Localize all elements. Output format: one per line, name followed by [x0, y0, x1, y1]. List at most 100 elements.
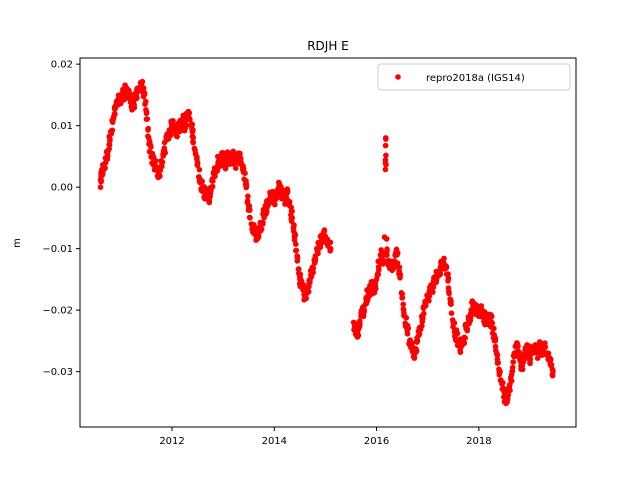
- data-point-fill: [510, 359, 516, 365]
- data-point: [187, 116, 193, 123]
- data-point: [210, 178, 216, 184]
- data-point-fill: [527, 356, 533, 363]
- data-point-fill: [261, 214, 267, 221]
- data-point-fill: [188, 121, 195, 127]
- data-point-fill: [183, 122, 189, 129]
- data-point-fill: [396, 264, 403, 271]
- data-point-fill: [141, 91, 148, 97]
- data-point-fill: [131, 105, 138, 111]
- data-point-fill: [194, 154, 200, 160]
- x-tick-label: 2016: [364, 436, 389, 447]
- data-point-fill: [190, 138, 196, 145]
- data-point-fill: [421, 310, 427, 317]
- data-point-fill: [317, 244, 324, 250]
- data-point-fill: [507, 381, 513, 388]
- data-point-fill: [461, 334, 468, 341]
- data-point-fill: [230, 152, 237, 158]
- data-point-fill: [514, 341, 521, 348]
- data-point: [550, 368, 556, 375]
- data-point-fill: [382, 157, 389, 163]
- data-point-fill: [464, 326, 471, 332]
- y-axis: −0.03 −0.02 −0.01 0.00 0.01 0.02: [42, 60, 80, 378]
- data-point: [327, 245, 334, 252]
- data-point-fill: [419, 323, 425, 329]
- data-point-fill: [383, 152, 389, 159]
- data-point-fill: [445, 275, 452, 282]
- data-point-fill: [404, 331, 411, 337]
- y-tick-label: −0.03: [42, 367, 73, 378]
- data-point-fill: [196, 166, 203, 173]
- data-point-fill: [489, 320, 496, 327]
- data-point-fill: [411, 355, 418, 361]
- data-point-fill: [383, 161, 389, 168]
- data-point-fill: [416, 331, 423, 337]
- data-point-fill: [454, 330, 461, 337]
- data-point-fill: [293, 247, 299, 254]
- data-point-fill: [548, 356, 554, 363]
- data-point-fill: [233, 165, 239, 171]
- data-point-fill: [245, 193, 251, 199]
- data-point-fill: [448, 310, 455, 317]
- data-point-fill: [284, 188, 291, 195]
- data-point-fill: [394, 250, 401, 256]
- data-point-fill: [143, 109, 150, 115]
- data-point-fill: [497, 368, 503, 375]
- data-point-fill: [327, 239, 334, 246]
- data-point-fill: [157, 173, 163, 179]
- data-point-fill: [382, 142, 389, 149]
- data-point-fill: [258, 226, 265, 232]
- data-point-fill: [430, 289, 436, 295]
- data-point-fill: [303, 295, 310, 302]
- data-point-fill: [403, 315, 410, 321]
- data-point-fill: [443, 264, 450, 271]
- data-point-fill: [492, 343, 499, 350]
- x-tick-label: 2018: [466, 436, 491, 447]
- data-point-fill: [106, 141, 112, 148]
- data-point-fill: [170, 118, 176, 124]
- data-points: [97, 78, 556, 407]
- data-point-fill: [264, 208, 270, 215]
- data-point-fill: [111, 114, 117, 120]
- data-point: [414, 338, 421, 344]
- data-point-fill: [426, 293, 433, 300]
- data-point-fill: [400, 307, 407, 313]
- data-point-fill: [399, 294, 406, 301]
- legend: repro2018a (IGS14): [377, 63, 571, 91]
- data-point-fill: [174, 133, 180, 140]
- data-point-fill: [441, 255, 447, 262]
- data-point-fill: [98, 177, 104, 184]
- data-point-fill: [295, 266, 302, 273]
- data-point-fill: [290, 225, 297, 231]
- data-point-fill: [207, 187, 214, 193]
- data-point-fill: [251, 222, 257, 228]
- data-point-fill: [494, 356, 501, 363]
- data-point-fill: [494, 351, 500, 358]
- data-point-fill: [118, 100, 124, 107]
- data-point-fill: [242, 170, 248, 176]
- data-point-fill: [430, 284, 437, 291]
- plot-frame: [79, 57, 577, 428]
- data-point-fill: [478, 303, 485, 309]
- data-point-fill: [272, 201, 278, 208]
- data-point-fill: [108, 127, 115, 134]
- data-point-fill: [305, 288, 312, 295]
- data-point: [542, 344, 549, 350]
- data-point-fill: [162, 150, 168, 156]
- data-point-fill: [255, 233, 262, 239]
- data-point-fill: [508, 376, 514, 383]
- data-point-fill: [446, 290, 452, 297]
- data-point-fill: [260, 219, 266, 226]
- data-point-fill: [363, 300, 370, 307]
- chart-title: RDJH E: [307, 39, 349, 53]
- data-point-fill: [312, 256, 319, 262]
- data-point-fill: [104, 156, 111, 162]
- data-point: [194, 159, 201, 166]
- data-point-fill: [405, 325, 412, 332]
- data-point-fill: [467, 317, 474, 324]
- data-point-fill: [382, 166, 389, 173]
- data-point-fill: [286, 198, 293, 205]
- data-point-fill: [310, 265, 316, 272]
- data-point-fill: [356, 321, 363, 328]
- y-tick-label: 0.02: [51, 60, 73, 71]
